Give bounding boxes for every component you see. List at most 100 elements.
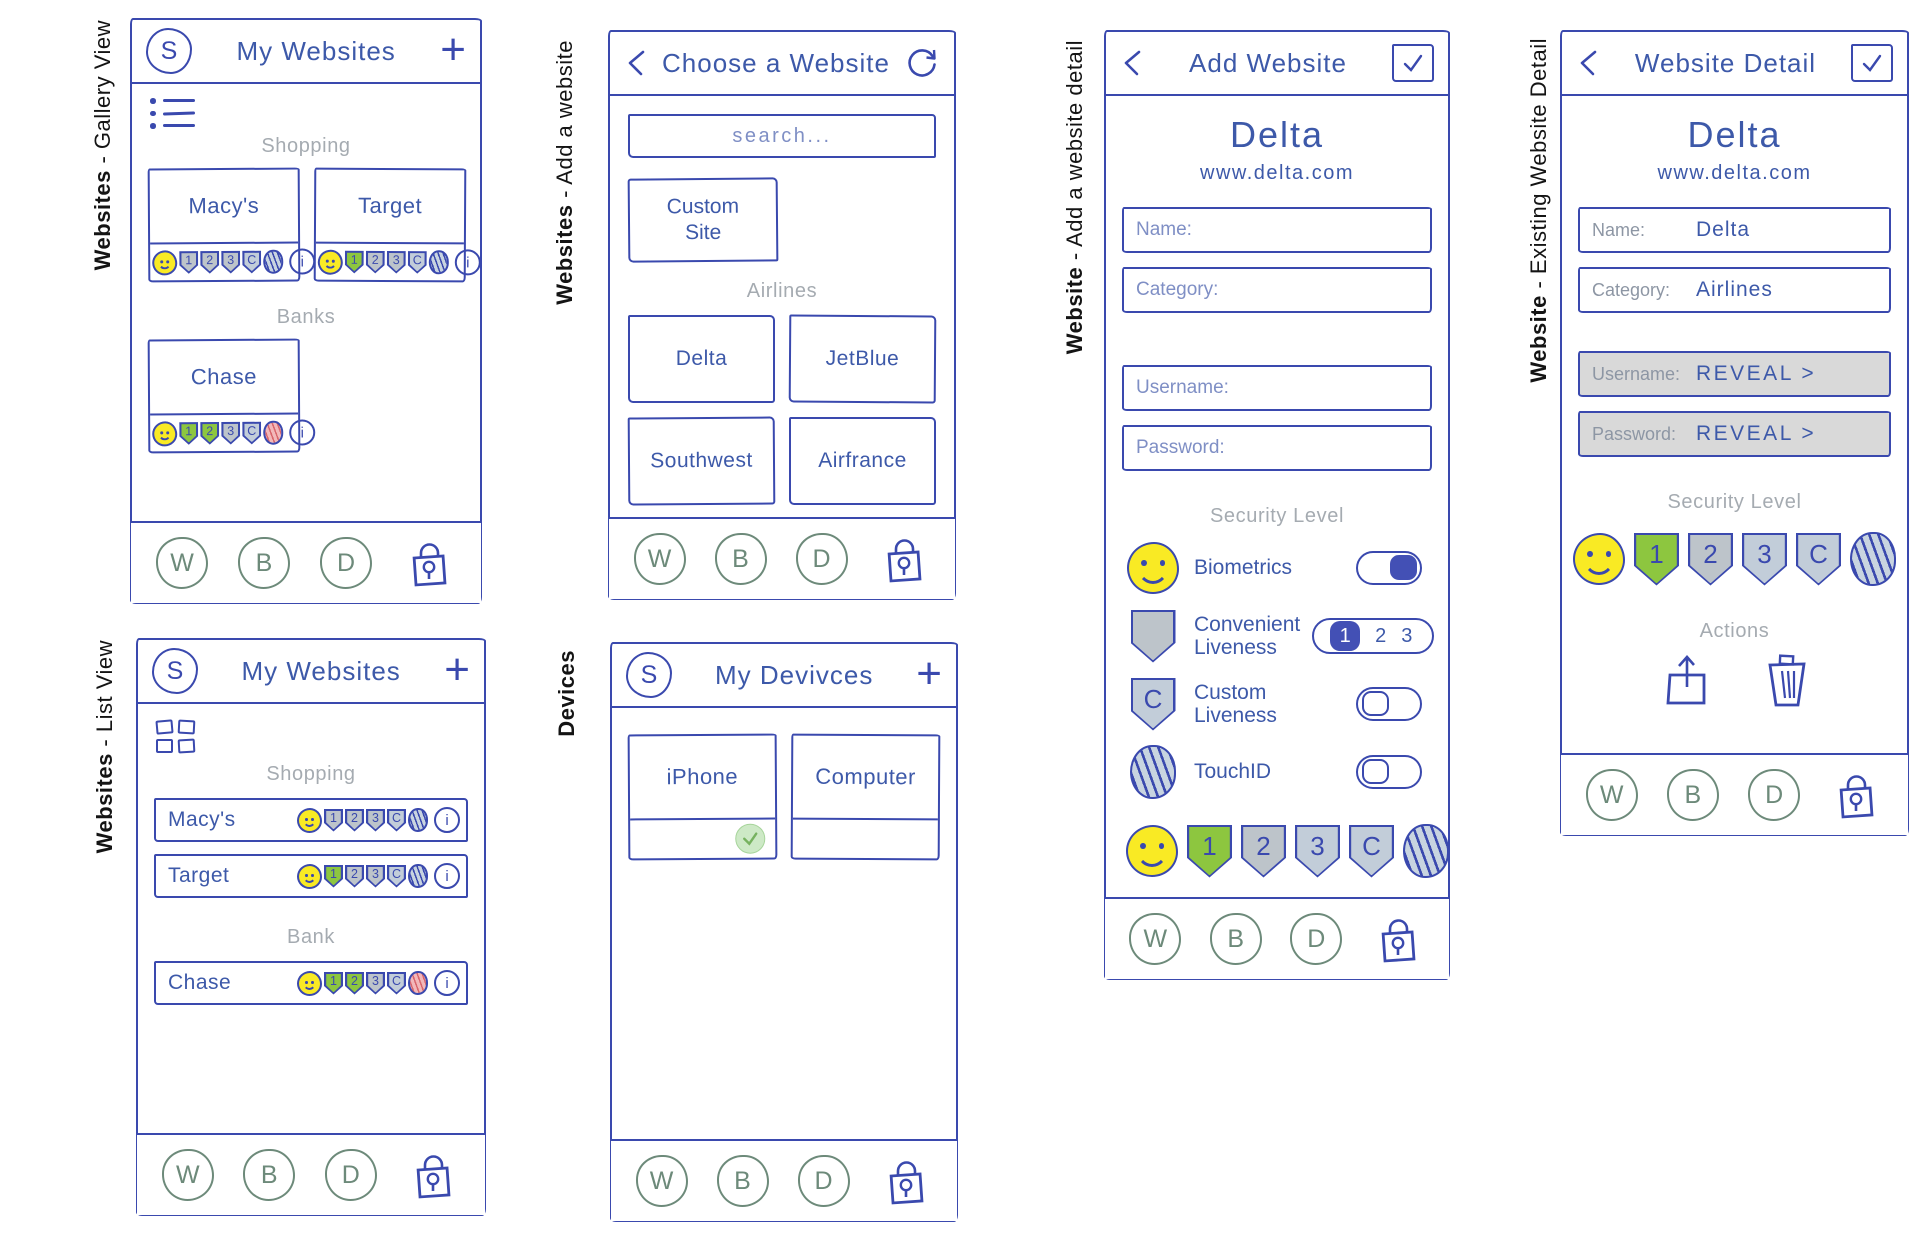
touchid-toggle[interactable]: [1356, 755, 1422, 789]
shield-badge-2: 2: [200, 250, 219, 273]
tab-banks[interactable]: B: [243, 1149, 296, 1201]
site-card-jetblue[interactable]: JetBlue: [788, 314, 937, 404]
tab-websites[interactable]: W: [1129, 913, 1182, 965]
lock-tab[interactable]: [877, 534, 931, 584]
name-input[interactable]: [1122, 207, 1432, 253]
tab-websites[interactable]: W: [161, 1149, 214, 1201]
devices-card-row: iPhone Computer: [627, 733, 941, 861]
tab-devices[interactable]: D: [324, 1149, 377, 1201]
device-card-iphone[interactable]: iPhone: [627, 733, 778, 861]
smiley-badge: [1573, 533, 1625, 585]
back-button[interactable]: [1120, 48, 1144, 78]
segment-1[interactable]: 1: [1330, 621, 1361, 651]
tab-banks[interactable]: B: [1209, 913, 1262, 965]
delete-button[interactable]: [1762, 653, 1810, 714]
tab-devices[interactable]: D: [1290, 913, 1343, 965]
segment-2[interactable]: 2: [1375, 624, 1387, 647]
password-input[interactable]: [1122, 425, 1432, 471]
category-input[interactable]: [1122, 267, 1432, 313]
confirm-button[interactable]: [1851, 44, 1893, 82]
back-button[interactable]: [624, 48, 648, 78]
tab-websites[interactable]: W: [633, 533, 686, 585]
back-button[interactable]: [1576, 48, 1600, 78]
lock-tab[interactable]: [1371, 914, 1425, 964]
convenient-liveness-selector[interactable]: 1 2 3: [1312, 618, 1435, 654]
tab-websites[interactable]: W: [1585, 769, 1638, 821]
confirm-button[interactable]: [1392, 44, 1434, 82]
tab-banks[interactable]: B: [716, 1155, 769, 1207]
shield-badge-blank: [1130, 609, 1176, 663]
page-title: Choose a Website: [662, 47, 890, 78]
shield-badge-c: C: [408, 250, 427, 273]
segment-3[interactable]: 3: [1401, 624, 1413, 647]
list-view-toggle-icon[interactable]: [150, 98, 195, 129]
custom-liveness-toggle[interactable]: [1356, 687, 1422, 721]
info-icon[interactable]: i: [289, 418, 316, 446]
shield-badge-2: 2: [345, 864, 364, 888]
lock-tab[interactable]: [406, 1150, 460, 1200]
search-input[interactable]: [628, 114, 936, 158]
page-title: My Websites: [236, 35, 396, 66]
device-card-computer[interactable]: Computer: [790, 733, 941, 861]
tab-bar: W B D: [131, 521, 481, 603]
username-reveal-button[interactable]: Username: REVEAL >: [1578, 351, 1891, 397]
reveal-label: REVEAL >: [1696, 362, 1817, 385]
security-row-touchid: TouchID: [1124, 744, 1430, 800]
tab-devices[interactable]: D: [320, 537, 372, 589]
check-icon: [1403, 54, 1423, 72]
name-field[interactable]: Name: Delta: [1578, 207, 1891, 253]
security-level-label: Security Level: [1667, 491, 1802, 513]
header: S My Websites +: [138, 640, 484, 704]
app-logo: S: [152, 648, 198, 694]
page-title: My Devivces: [714, 659, 874, 690]
tab-banks[interactable]: B: [714, 533, 767, 585]
security-row-convenient-liveness: Convenient Liveness 1 2 3: [1124, 608, 1435, 664]
gallery-view-toggle-icon[interactable]: [155, 719, 198, 754]
share-button[interactable]: [1660, 653, 1714, 714]
lock-tab[interactable]: [879, 1156, 933, 1206]
tab-devices[interactable]: D: [1748, 769, 1801, 821]
tab-devices[interactable]: D: [795, 533, 848, 585]
info-icon[interactable]: i: [454, 248, 481, 275]
info-icon[interactable]: i: [289, 247, 316, 275]
custom-site-card[interactable]: Custom Site: [627, 177, 779, 263]
back-chevron-icon: [1580, 50, 1597, 76]
tab-devices[interactable]: D: [797, 1155, 850, 1207]
password-reveal-button[interactable]: Password: REVEAL >: [1578, 411, 1891, 457]
tab-banks[interactable]: B: [1666, 769, 1719, 821]
tab-websites[interactable]: W: [156, 537, 208, 589]
info-icon[interactable]: i: [434, 807, 460, 833]
reveal-label: REVEAL >: [1696, 422, 1817, 445]
username-input[interactable]: [1122, 365, 1432, 411]
shield-badge-c: C: [1130, 677, 1176, 731]
liveness-stripes-badge: [408, 864, 428, 888]
biometrics-toggle[interactable]: [1356, 551, 1422, 585]
info-icon[interactable]: i: [434, 970, 460, 996]
field-label: Username:: [1592, 363, 1681, 384]
site-card-airfrance[interactable]: Airfrance: [789, 417, 936, 505]
shield-badge-3: 3: [366, 971, 385, 995]
tab-websites[interactable]: W: [635, 1155, 688, 1207]
site-card-delta[interactable]: Delta: [628, 315, 775, 403]
refresh-button[interactable]: [904, 45, 940, 81]
field-label: Password:: [1592, 423, 1677, 444]
info-icon[interactable]: i: [434, 863, 460, 889]
lock-tab[interactable]: [1829, 770, 1883, 820]
tab-bar: W B D: [609, 517, 955, 599]
lock-tab[interactable]: [402, 538, 456, 588]
custom-liveness-shield-icon: C: [1124, 677, 1182, 731]
category-field[interactable]: Category: Airlines: [1578, 267, 1891, 313]
tab-banks[interactable]: B: [238, 537, 290, 589]
site-name: Macy's: [168, 808, 236, 831]
security-row-label: Biometrics: [1194, 556, 1293, 580]
site-card-southwest[interactable]: Southwest: [627, 416, 776, 506]
